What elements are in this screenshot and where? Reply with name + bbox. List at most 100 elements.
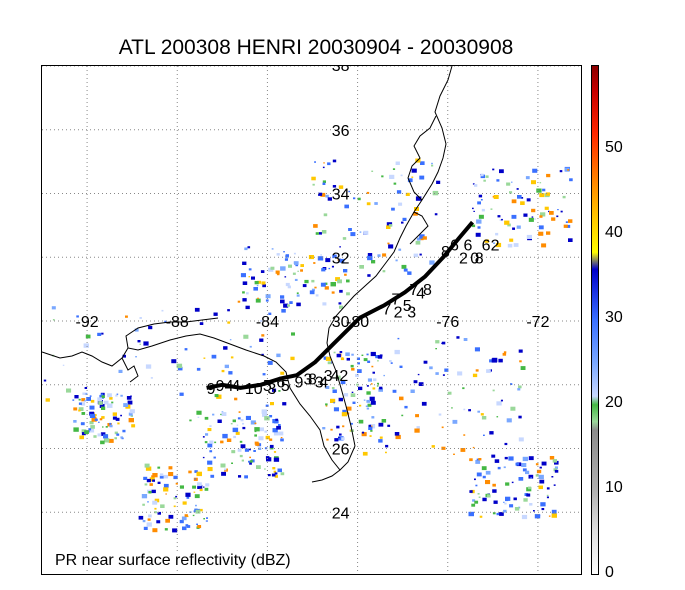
reflectivity-cell [302, 284, 307, 288]
reflectivity-cell [284, 276, 287, 278]
reflectivity-cell [193, 491, 196, 493]
map-panel[interactable]: 9 9 4 4 10 5 3 6 5 9 3 8 3 4 3 42 7 7 2 5 3 7 4 8 8 6 2 6 0 8 6 2 -92 -8… [41, 65, 582, 575]
reflectivity-cell [232, 419, 236, 423]
reflectivity-cell [89, 411, 95, 416]
reflectivity-cell [327, 162, 331, 166]
reflectivity-cell [100, 440, 105, 445]
reflectivity-cell [178, 366, 183, 371]
reflectivity-cell [184, 348, 188, 351]
reflectivity-cell [226, 438, 232, 442]
reflectivity-cell [429, 260, 435, 265]
reflectivity-cell [381, 175, 384, 178]
reflectivity-cell [232, 427, 239, 433]
reflectivity-cell [441, 342, 443, 344]
reflectivity-cell [100, 432, 106, 436]
reflectivity-cell [332, 389, 337, 393]
reflectivity-cell [156, 520, 161, 524]
reflectivity-cell [325, 356, 332, 361]
reflectivity-cell [235, 431, 240, 435]
reflectivity-cell [472, 373, 478, 378]
reflectivity-cell [118, 369, 123, 373]
track-label: 3 [304, 371, 313, 388]
reflectivity-cell [546, 496, 549, 499]
reflectivity-cell [194, 307, 200, 312]
reflectivity-cell [321, 230, 327, 234]
reflectivity-cell [94, 418, 98, 421]
reflectivity-cell [271, 473, 276, 477]
reflectivity-cell [221, 411, 224, 413]
reflectivity-cell [163, 483, 169, 488]
reflectivity-cell [168, 514, 174, 519]
reflectivity-cell [269, 415, 273, 418]
reflectivity-cell [348, 190, 351, 193]
reflectivity-cell [107, 423, 112, 427]
track-label: 10 [245, 381, 263, 398]
reflectivity-cell [343, 269, 348, 273]
reflectivity-cell [105, 426, 108, 428]
reflectivity-cell [560, 210, 563, 213]
reflectivity-cell [280, 371, 285, 375]
colorbar-tick-label: 20 [605, 394, 623, 411]
reflectivity-cell [339, 289, 343, 293]
reflectivity-cell [365, 405, 368, 407]
reflectivity-cell [99, 418, 103, 421]
reflectivity-cell [338, 397, 343, 402]
reflectivity-cell [526, 487, 532, 492]
reflectivity-cell [318, 192, 323, 196]
reflectivity-cell [283, 251, 285, 253]
reflectivity-cell [290, 356, 295, 361]
reflectivity-cell [83, 343, 89, 348]
reflectivity-cell [530, 477, 532, 479]
reflectivity-cell [295, 264, 299, 267]
reflectivity-cell [52, 319, 55, 321]
reflectivity-cell [249, 456, 251, 459]
reflectivity-cell [366, 399, 370, 403]
reflectivity-cell [197, 484, 203, 489]
reflectivity-cell [207, 443, 213, 448]
reflectivity-cell [186, 525, 191, 528]
reflectivity-cell [62, 364, 65, 366]
reflectivity-cell [512, 227, 515, 230]
reflectivity-cell [186, 496, 190, 499]
reflectivity-cell [209, 450, 213, 453]
reflectivity-cell [481, 466, 487, 471]
reflectivity-cell [367, 253, 373, 257]
reflectivity-cell [568, 238, 573, 242]
reflectivity-cell [207, 467, 213, 472]
reflectivity-cell [144, 463, 150, 468]
reflectivity-cell [336, 353, 341, 358]
reflectivity-cell [477, 410, 480, 413]
reflectivity-cell [366, 353, 369, 356]
reflectivity-cell [84, 430, 89, 434]
reflectivity-cell [413, 380, 418, 384]
reflectivity-cell [423, 360, 428, 364]
reflectivity-cell [269, 438, 273, 441]
reflectivity-cell [224, 468, 227, 471]
reflectivity-cell [272, 388, 277, 392]
reflectivity-cell [117, 422, 120, 425]
reflectivity-cell [181, 516, 187, 521]
reflectivity-cell [89, 413, 96, 418]
track-label: 6 [482, 238, 491, 255]
reflectivity-cell [311, 279, 315, 283]
reflectivity-cell [223, 346, 228, 350]
reflectivity-cell [320, 192, 326, 197]
reflectivity-cell [172, 528, 178, 533]
reflectivity-cell [300, 264, 304, 267]
reflectivity-cell [145, 466, 152, 471]
reflectivity-cell [131, 424, 136, 428]
reflectivity-cell [203, 518, 205, 520]
reflectivity-colorbar [591, 65, 599, 575]
reflectivity-cell [396, 190, 402, 194]
reflectivity-cell [205, 483, 210, 487]
reflectivity-cell [531, 180, 536, 185]
reflectivity-cell [549, 211, 554, 215]
reflectivity-cell [256, 285, 259, 287]
reflectivity-cell [240, 419, 244, 422]
reflectivity-cell [398, 202, 403, 206]
reflectivity-cell [422, 236, 427, 240]
reflectivity-cell [545, 192, 550, 196]
reflectivity-cell [363, 230, 369, 235]
reflectivity-cell [490, 208, 493, 210]
reflectivity-cell [313, 224, 318, 228]
